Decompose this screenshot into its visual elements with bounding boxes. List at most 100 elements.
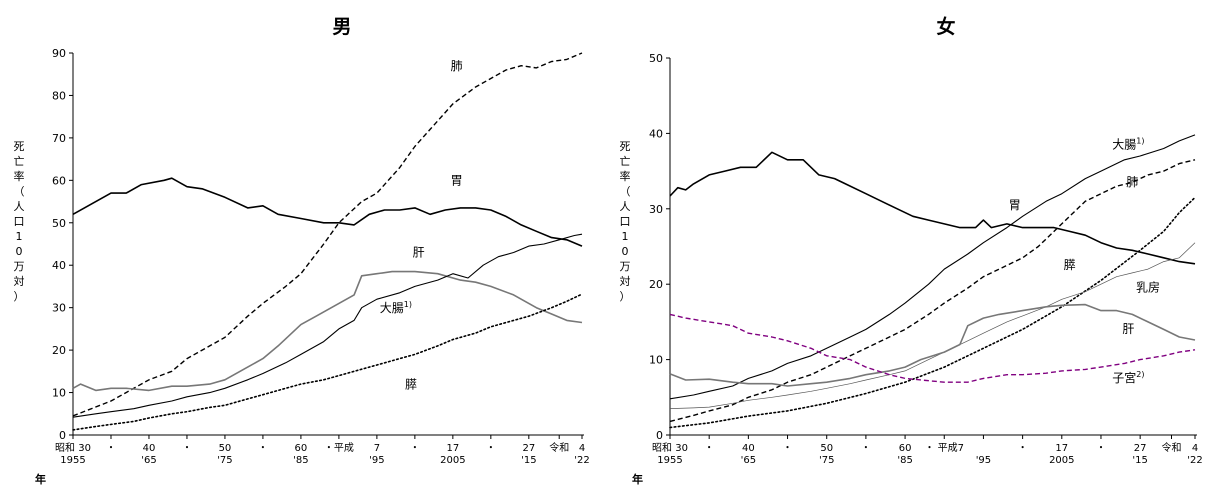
x-tick-year: '65 (141, 455, 156, 466)
y-tick-label: 70 (52, 132, 66, 145)
y-tick-label: 10 (52, 387, 66, 400)
series-line-mark-3 (669, 196, 1196, 429)
series-label-text: 胃 (451, 174, 463, 188)
x-tick-label: 7 (374, 443, 380, 454)
x-tick-year: '65 (741, 455, 756, 466)
x-tick-label: 昭和 30 (652, 442, 688, 454)
y-tick-label: 20 (649, 278, 663, 291)
x-tick-year: '75 (217, 455, 232, 466)
y-tick-label: 90 (52, 47, 66, 60)
chart-title: 男 (332, 16, 351, 38)
x-tick-label: ・ (486, 443, 496, 454)
x-tick-label: ・ (106, 443, 116, 454)
y-tick-label: 30 (52, 302, 66, 315)
series-label: 胃 (451, 174, 463, 188)
x-tick-year: '85 (293, 455, 308, 466)
x-tick-label: ・ (861, 443, 871, 454)
x-tick-label: 60 (295, 443, 308, 454)
x-tick-year: '75 (819, 455, 834, 466)
x-tick-label: 40 (742, 443, 755, 454)
y-tick-label: 40 (52, 259, 66, 272)
x-tick-year: '22 (574, 455, 589, 466)
series-label-text: 肝 (1122, 322, 1134, 336)
x-tick-year: '95 (976, 455, 991, 466)
series-line-mark-2 (72, 270, 583, 392)
x-tick-label: ・ 平成7 (924, 442, 964, 454)
x-tick-label: ・ (410, 443, 420, 454)
x-tick-year: 2005 (440, 455, 465, 466)
y-tick-label: 20 (52, 344, 66, 357)
x-tick-label: 令和 (1161, 441, 1181, 454)
series-label: 子宮2) (1112, 370, 1144, 385)
x-tick-year: 1955 (657, 455, 682, 466)
x-tick-year: '95 (369, 455, 384, 466)
y-axis-label: 死亡率（人口 1 0 万対） (14, 140, 25, 303)
x-tick-label: 40 (143, 443, 156, 454)
series-label-footnote: 1) (1136, 136, 1144, 145)
y-tick-label: 60 (52, 174, 66, 187)
series-label: 膵 (1064, 258, 1076, 272)
y-tick-label: 80 (52, 89, 66, 102)
y-axis-label: 死亡率（人口 1 0 万対） (620, 140, 631, 303)
x-tick-label: 27 (1134, 443, 1147, 454)
series-line-mark-1 (72, 177, 583, 247)
chart-title: 女 (936, 15, 955, 38)
x-tick-label: 令和 (549, 441, 569, 454)
series-label: 乳房 (1136, 280, 1160, 295)
x-tick-label: ・ (1096, 443, 1106, 454)
x-tick-label: 4 (579, 443, 585, 454)
chart-panel-0: 男 0 10 20 30 40 50 60 70 80 90 死亡率（人口 1 0 万対） 昭和 301955… (14, 16, 590, 486)
y-tick-label: 30 (649, 203, 663, 216)
series-label-text: 肺 (451, 59, 463, 73)
x-tick-year: '15 (1132, 455, 1147, 466)
x-tick-year: '22 (1187, 455, 1202, 466)
x-tick-label: ・ (783, 443, 793, 454)
series-label-text: 大腸 (380, 301, 404, 315)
series-label: 肝 (1122, 322, 1134, 336)
x-tick-label: 4 (1192, 443, 1198, 454)
y-tick-label: 40 (649, 127, 663, 140)
series-line-mark-2 (669, 159, 1196, 423)
x-tick-label: ・ (1018, 443, 1028, 454)
x-axis-label: 年 (632, 472, 643, 486)
series-line-mark-5 (669, 303, 1196, 387)
series-label-text: 膵 (1064, 258, 1076, 272)
series-label: 胃 (1009, 198, 1021, 212)
series-line-mark-0 (669, 151, 1196, 265)
y-tick-label: 50 (52, 217, 66, 230)
series-label: 肺 (1126, 175, 1138, 189)
x-tick-year: 1955 (60, 455, 85, 466)
y-tick-label: 0 (656, 429, 663, 442)
series-label-text: 大腸 (1112, 137, 1136, 151)
series-label: 肝 (413, 246, 425, 260)
x-tick-label: ・ (258, 443, 268, 454)
x-tick-year: '85 (897, 455, 912, 466)
series-label-text: 胃 (1009, 198, 1021, 212)
series-line-mark-1 (669, 134, 1196, 400)
x-tick-label: 17 (446, 443, 459, 454)
x-tick-label: ・ (704, 443, 714, 454)
series-label: 大腸1) (1112, 136, 1144, 151)
x-tick-label: ・ (182, 443, 192, 454)
x-tick-label: 17 (1055, 443, 1068, 454)
series-label: 大腸1) (380, 300, 412, 315)
y-tick-label: 10 (649, 354, 663, 367)
series-label-text: 子宮 (1112, 370, 1136, 385)
x-tick-year: '15 (521, 455, 536, 466)
y-tick-label: 50 (649, 52, 663, 65)
series-label: 膵 (405, 377, 417, 391)
series-label-footnote: 1) (404, 300, 412, 309)
series-label: 肺 (451, 59, 463, 73)
x-tick-year: 2005 (1049, 455, 1074, 466)
x-tick-label: 50 (219, 443, 232, 454)
series-label-footnote: 2) (1136, 370, 1144, 379)
x-tick-label: 60 (899, 443, 912, 454)
x-tick-label: 50 (820, 443, 833, 454)
y-tick-label: 0 (59, 429, 66, 442)
series-label-text: 膵 (405, 377, 417, 391)
series-line-mark-4 (72, 293, 583, 431)
series-label-text: 肺 (1126, 175, 1138, 189)
x-axis-label: 年 (35, 472, 46, 486)
